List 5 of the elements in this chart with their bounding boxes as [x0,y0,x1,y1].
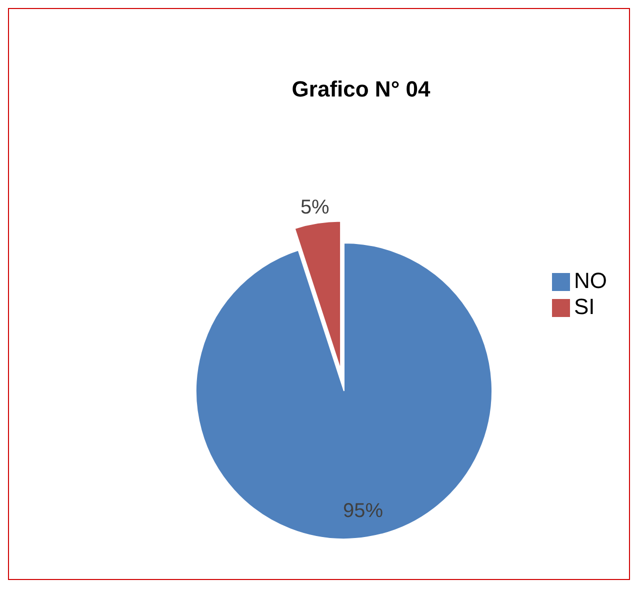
legend-label: SI [574,294,595,319]
legend-label: NO [574,268,607,293]
chart-title: Grafico N° 04 [292,76,431,102]
data-label: 95% [342,500,384,522]
data-label: 5% [300,196,330,218]
